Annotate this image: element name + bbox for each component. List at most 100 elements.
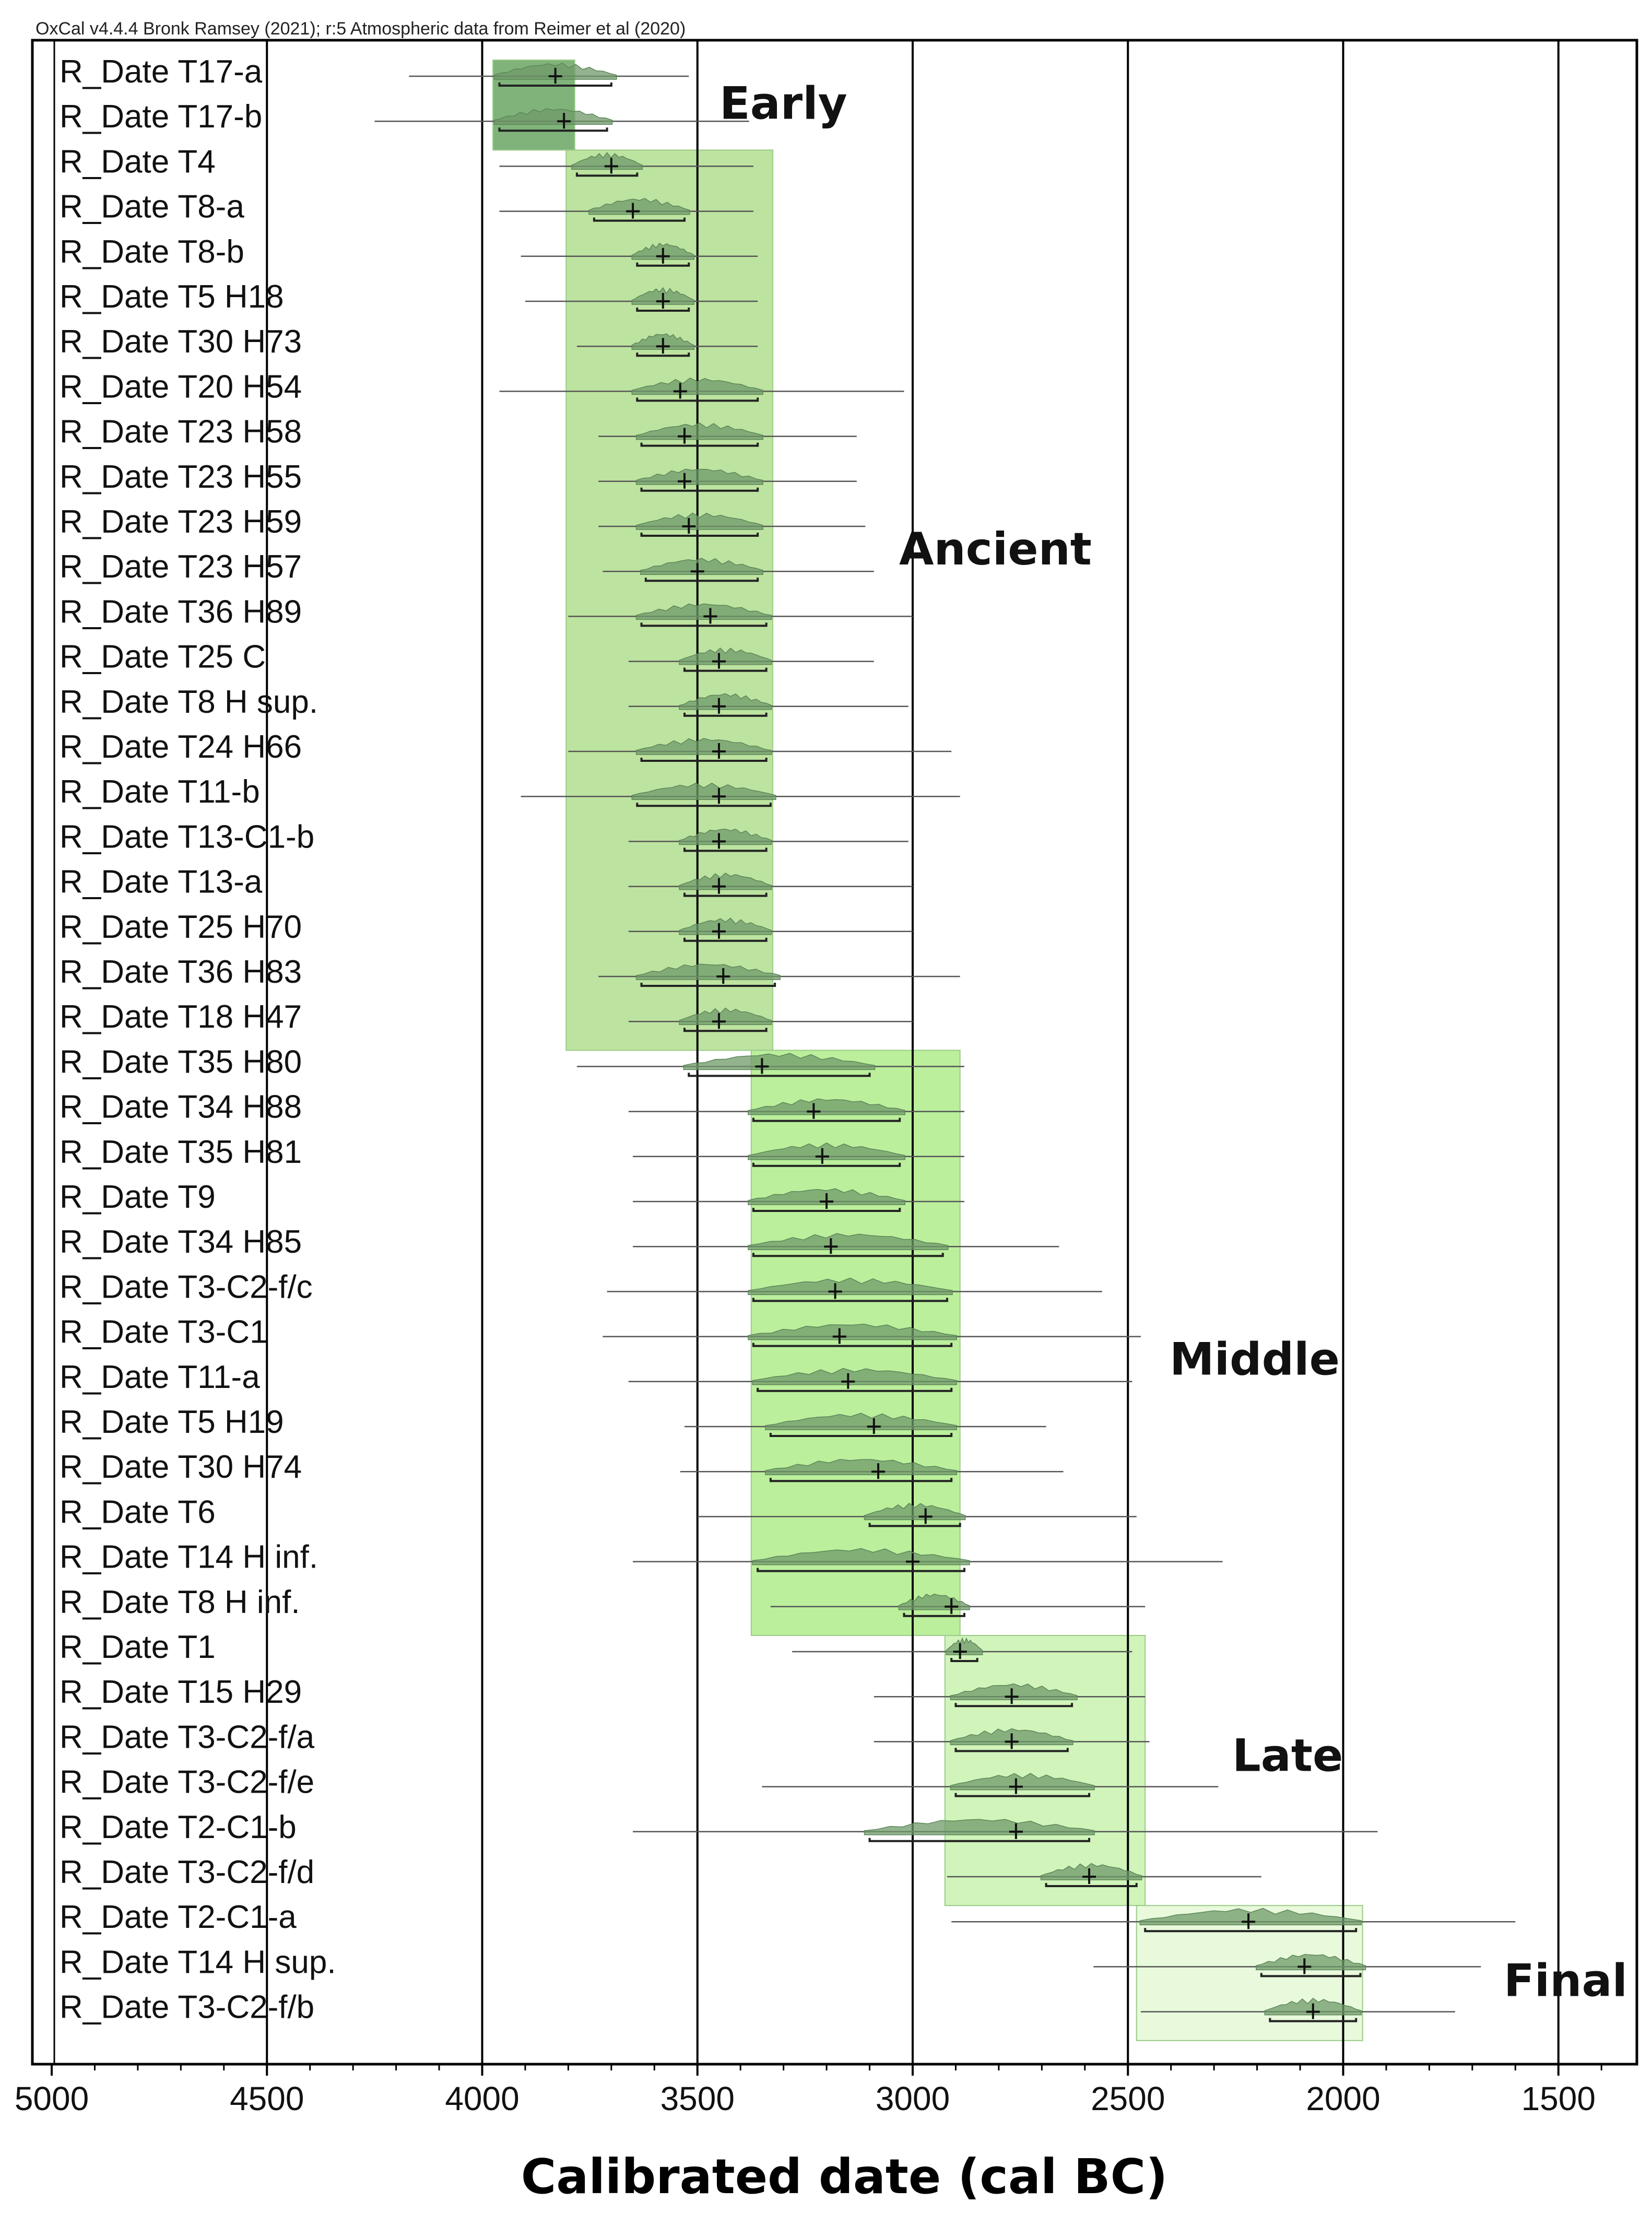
date-row-24 <box>633 1142 964 1167</box>
hpd-range <box>1269 2018 1358 2022</box>
date-row-37 <box>874 1728 1150 1752</box>
date-row-33 <box>633 1548 1223 1572</box>
hpd-range <box>757 1387 953 1392</box>
posterior-density <box>640 558 763 575</box>
hpd-range <box>644 578 759 582</box>
hpd-range <box>683 937 768 942</box>
date-row-7 <box>499 378 904 402</box>
date-label: R_Date T23 H55 <box>60 459 302 495</box>
date-label: R_Date T25 C <box>60 639 266 675</box>
hpd-range <box>769 1478 953 1482</box>
date-label: R_Date T30 H74 <box>60 1449 302 1485</box>
hpd-range <box>688 1073 871 1077</box>
date-row-15 <box>568 738 952 762</box>
posterior-density <box>748 1098 906 1115</box>
date-row-38 <box>762 1773 1219 1797</box>
posterior-density <box>679 1007 772 1025</box>
date-label: R_Date T9 <box>60 1179 216 1215</box>
date-row-34 <box>770 1593 1146 1617</box>
date-row-35 <box>792 1637 1132 1662</box>
hpd-range <box>950 1658 978 1662</box>
posterior-density <box>635 422 763 440</box>
tick-label: 5000 <box>15 2080 89 2117</box>
posterior-density <box>679 828 772 845</box>
date-row-2 <box>499 152 753 177</box>
date-label: R_Date T17-b <box>60 99 262 135</box>
date-row-32 <box>697 1502 1137 1527</box>
posterior-density <box>1040 1863 1142 1880</box>
date-row-1 <box>374 108 749 132</box>
hpd-range <box>954 1793 1091 1797</box>
posterior-density <box>679 873 772 890</box>
phase-label: Late <box>1232 1729 1343 1782</box>
date-label: R_Date T5 H18 <box>60 279 284 315</box>
date-label: R_Date T35 H80 <box>60 1044 302 1080</box>
hpd-range <box>498 127 608 132</box>
hpd-range <box>683 667 768 672</box>
date-label: R_Date T23 H58 <box>60 414 302 450</box>
phase-label: Middle <box>1170 1334 1340 1386</box>
date-row-27 <box>607 1277 1102 1302</box>
hpd-range <box>636 397 759 402</box>
phase-band <box>1136 1905 1363 2041</box>
date-label: R_Date T13-a <box>60 864 263 900</box>
hpd-range <box>640 983 776 987</box>
vertical-gridlines <box>53 40 1560 2064</box>
posterior-density <box>679 693 772 710</box>
date-label: R_Date T2-C1-a <box>60 1899 297 1935</box>
hpd-range <box>1045 1883 1138 1887</box>
date-row-11 <box>603 558 874 582</box>
hpd-range <box>752 1117 901 1122</box>
posterior-density <box>679 647 772 665</box>
date-row-22 <box>576 1053 964 1077</box>
date-label: R_Date T23 H57 <box>60 549 302 585</box>
posterior-density <box>864 1502 966 1521</box>
date-row-39 <box>633 1819 1378 1842</box>
hpd-range <box>683 712 768 717</box>
date-label: R_Date T36 H89 <box>60 594 302 630</box>
posterior-density <box>571 152 643 170</box>
hpd-range <box>683 892 768 897</box>
phase-band <box>565 149 774 1051</box>
posterior-density <box>635 963 781 980</box>
date-label: R_Date T3-C2-f/d <box>60 1854 314 1890</box>
date-row-40 <box>947 1863 1261 1887</box>
date-label: R_Date T23 H59 <box>60 504 302 540</box>
hpd-range <box>752 1343 953 1347</box>
posterior-density <box>631 378 763 395</box>
date-label: R_Date T13-C1-b <box>60 819 314 855</box>
hpd-range <box>954 1748 1069 1752</box>
date-row-3 <box>499 198 753 222</box>
phase-label: Ancient <box>899 523 1092 575</box>
chart-credit: OxCal v4.4.4 Bronk Ramsey (2021); r:5 At… <box>36 19 686 39</box>
hpd-range <box>752 1298 948 1302</box>
date-row-8 <box>598 422 857 447</box>
tick-label: 2500 <box>1091 2080 1165 2117</box>
posterior-density <box>588 198 690 215</box>
tick-label: 1500 <box>1521 2080 1596 2117</box>
date-row-0 <box>409 62 689 87</box>
posterior-density <box>950 1773 1095 1791</box>
posterior-density <box>765 1459 957 1475</box>
hpd-range <box>954 1703 1073 1708</box>
hpd-range <box>752 1162 901 1167</box>
date-label: R_Date T8-b <box>60 234 244 270</box>
hpd-range <box>640 622 768 627</box>
date-label: R_Date T5 H19 <box>60 1404 284 1440</box>
date-distributions <box>374 62 1516 2022</box>
date-label: R_Date T17-a <box>60 54 263 90</box>
phase-band <box>944 1635 1146 1906</box>
hpd-range <box>868 1838 1091 1842</box>
date-label: R_Date T30 H73 <box>60 324 302 360</box>
date-row-29 <box>628 1368 1132 1392</box>
hpd-range <box>575 172 639 177</box>
date-row-9 <box>598 468 857 492</box>
x-axis: 5000 4500 4000 3500 3000 2500 2000 1500 <box>15 2064 1602 2117</box>
date-row-42 <box>1093 1954 1481 1977</box>
date-row-19 <box>628 917 913 942</box>
posterior-density <box>679 917 772 935</box>
date-label: R_Date T8 H inf. <box>60 1584 300 1620</box>
posterior-density <box>748 1233 949 1250</box>
date-label: R_Date T14 H sup. <box>60 1944 336 1980</box>
